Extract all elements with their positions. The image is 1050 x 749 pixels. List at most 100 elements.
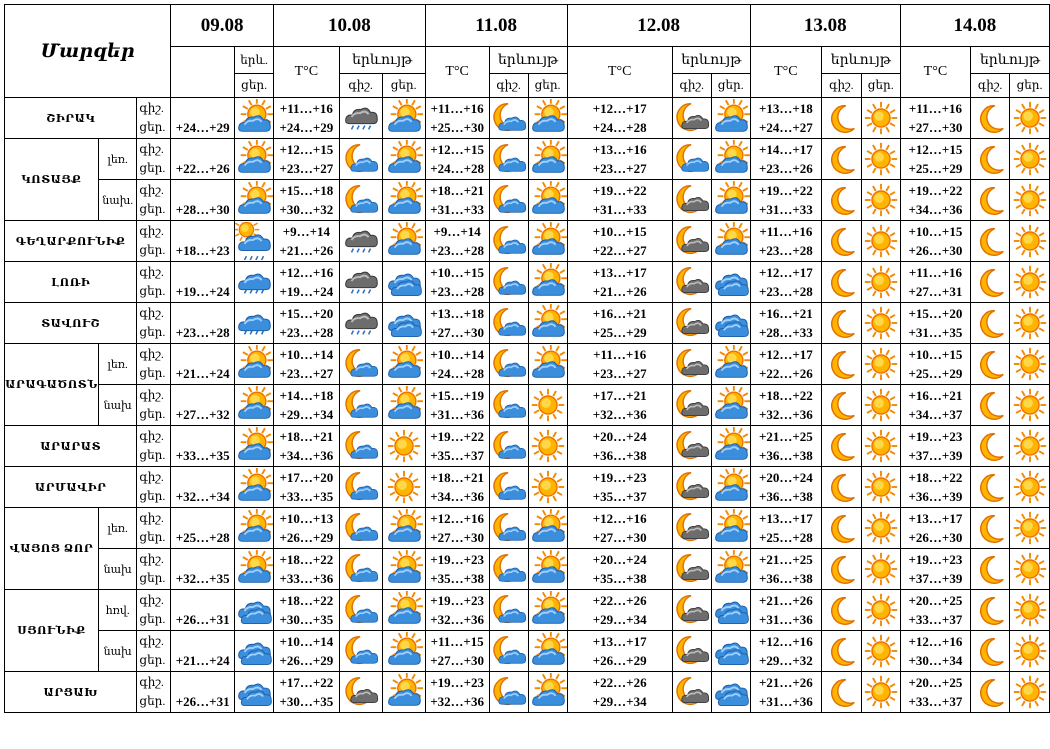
sun-icon (387, 470, 420, 504)
weather-cell (338, 425, 383, 467)
temperature-range: +12…+15 +23…+27 (273, 138, 340, 180)
region-name: ԱՐԱՐԱՏ (3, 425, 138, 467)
night-label: գիշ. (488, 73, 529, 98)
weather-cell (820, 589, 862, 631)
night-day-label: գիշ. ցեր. (136, 630, 172, 672)
sun-icon (864, 593, 897, 627)
region-name: ԱՐԱԳԱԾՈՏՆ (4, 343, 99, 426)
weather-cell (1009, 261, 1050, 303)
night-temperature: +17…+20 (279, 470, 334, 485)
weather-cell (381, 138, 426, 180)
day-temperature: +22…+27 (592, 243, 647, 258)
sun-icon (1013, 470, 1046, 504)
sun-icon (864, 429, 897, 463)
weather-cell (527, 548, 568, 590)
weather-cell (234, 507, 275, 549)
weather-cell (710, 343, 751, 385)
cloud-sun-icon (531, 140, 567, 173)
night-temperature: +10…+14 (279, 347, 334, 362)
temperature-range: +19…+23 +35…+37 (566, 466, 673, 508)
night-temperature: +12…+16 (758, 634, 813, 649)
subregion-name: նախ (97, 548, 138, 590)
cloud-icon (238, 601, 272, 625)
cloud-sun-icon (714, 468, 750, 501)
day-temperature: +34…+36 (430, 489, 485, 504)
temperature-range: +19…+22 +34…+36 (899, 179, 972, 221)
weather-cell (381, 302, 426, 344)
weather-cell (671, 466, 712, 508)
temperature-range: +20…+24 +36…+38 (749, 466, 822, 508)
cloud-sun-icon (714, 386, 750, 419)
weather-cell (860, 589, 901, 631)
cloud-icon (714, 273, 749, 297)
moon-cloud-icon (344, 349, 378, 377)
night-temperature: +12…+17 (758, 347, 813, 362)
cloud-sun-icon (531, 345, 567, 378)
temperature-range: +19…+23 +32…+36 (424, 671, 490, 713)
sun-icon (1013, 593, 1046, 627)
day-temperature: +23…+28 (279, 325, 334, 340)
moon-cloud-icon (676, 144, 709, 172)
day-temperature: +35…+37 (592, 489, 647, 504)
night-day-label: գիշ. ցեր. (136, 425, 172, 467)
weather-cell (488, 220, 529, 262)
moon-dark-cloud-icon (676, 103, 709, 131)
temperature-range: +18…+21 +31…+33 (424, 179, 490, 221)
day-temperature: +31…+36 (430, 407, 485, 422)
weather-cell (488, 425, 529, 467)
night-temperature: +13…+17 (592, 634, 647, 649)
night-label: գիշ. (139, 470, 164, 484)
cloud-sun-icon (531, 181, 567, 214)
night-label: գիշ. (139, 101, 164, 115)
night-temperature: +10…+15 (430, 265, 485, 280)
cloud-sun-icon (531, 263, 567, 296)
weather-cell (970, 384, 1011, 426)
weather-cell (234, 589, 275, 631)
cloud-icon (238, 642, 272, 666)
weather-cell (488, 261, 529, 303)
page-title: Մարզեր (3, 4, 172, 98)
cloud-icon (387, 273, 422, 297)
night-day-label: գիշ. ցեր. (136, 97, 172, 139)
night-temperature: +9…+14 (282, 224, 331, 239)
day-label: ցեր. (139, 325, 166, 339)
sun-rain-icon (235, 222, 271, 260)
moon-cloud-icon (344, 472, 378, 500)
date-header: 14.08 (899, 4, 1050, 47)
night-temperature: +15…+20 (279, 306, 334, 321)
weather-cell (1009, 97, 1050, 139)
night-temperature: +13…+17 (908, 511, 963, 526)
temperature-range: +12…+16 +27…+30 (424, 507, 490, 549)
day-temperature: +36…+38 (758, 448, 813, 463)
day-temperature: +36…+38 (758, 571, 813, 586)
sun-icon (864, 634, 897, 668)
day-temperature: +24…+27 (758, 120, 813, 135)
night-day-label: գիշ. ցեր. (136, 384, 172, 426)
night-temperature: +15…+19 (430, 388, 485, 403)
night-label: գիշ. (139, 183, 164, 197)
moon-cloud-icon (492, 595, 526, 623)
day-temperature: +34…+37 (908, 407, 963, 422)
weather-cell (381, 343, 426, 385)
night-temperature: +11…+16 (593, 347, 647, 362)
weather-cell (234, 630, 275, 672)
weather-cell (710, 261, 751, 303)
day-temperature: +27…+30 (430, 653, 485, 668)
day-label: ցեր. (234, 73, 275, 98)
weather-cell (671, 384, 712, 426)
weather-cell (860, 384, 901, 426)
temperature-value: +26…+31 (175, 694, 230, 709)
day-label: ցեր. (139, 202, 166, 216)
weather-cell (860, 425, 901, 467)
weather-cell (970, 466, 1011, 508)
night-temperature: +18…+21 (279, 429, 334, 444)
day-temperature: +23…+28 (430, 284, 485, 299)
temperature-range: +20…+24 +35…+38 (566, 548, 673, 590)
temperature-range: +12…+15 +25…+29 (899, 138, 972, 180)
moon-icon (831, 186, 856, 215)
weather-cell (710, 384, 751, 426)
night-temperature: +12…+16 (908, 634, 963, 649)
sun-icon (1013, 224, 1046, 258)
cloud-sun-icon (238, 345, 273, 378)
cloud-sun-icon (238, 99, 273, 132)
